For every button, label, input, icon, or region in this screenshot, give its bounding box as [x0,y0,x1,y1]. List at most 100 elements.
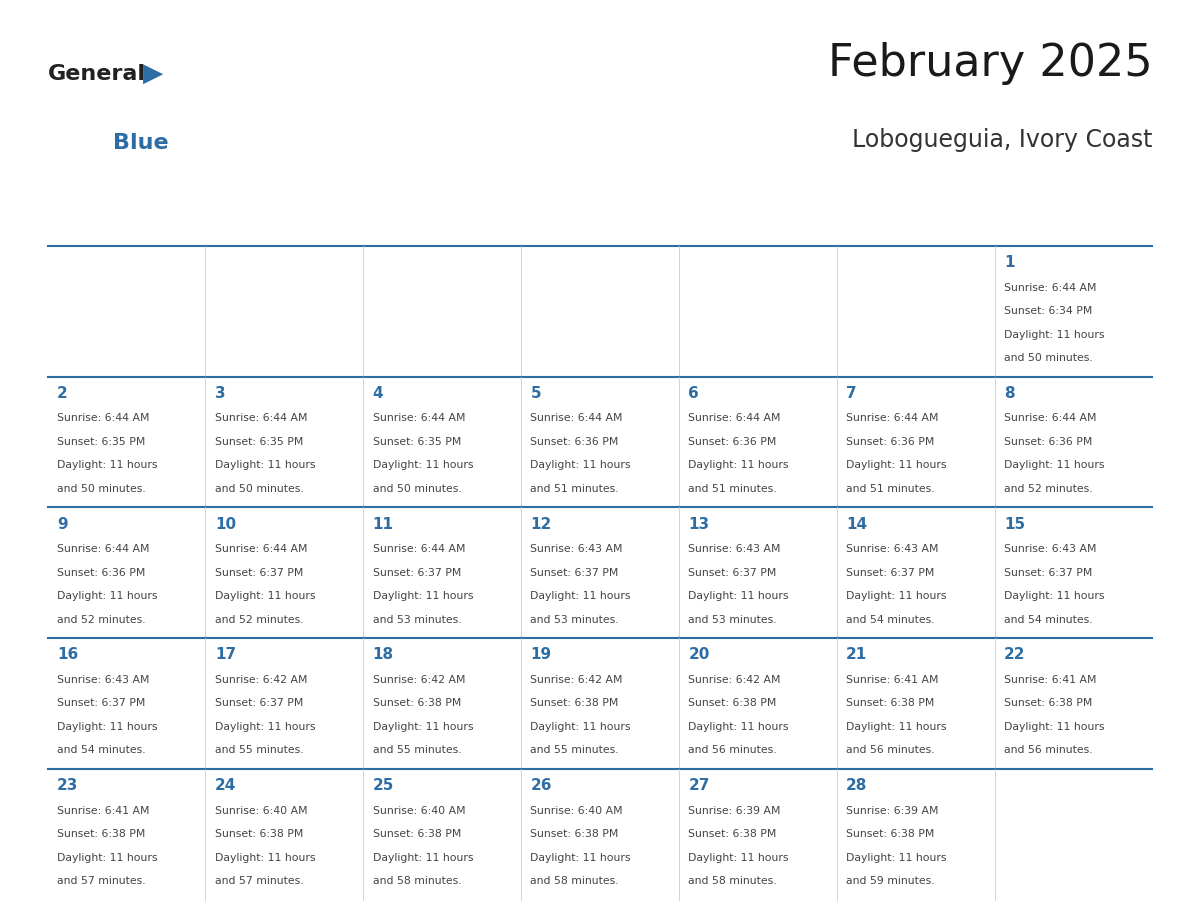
Text: Daylight: 11 hours: Daylight: 11 hours [531,853,631,863]
Text: Sunrise: 6:43 AM: Sunrise: 6:43 AM [1004,544,1097,554]
Text: and 52 minutes.: and 52 minutes. [57,615,146,624]
Text: Thursday: Thursday [690,212,758,227]
Text: Sunset: 6:35 PM: Sunset: 6:35 PM [373,437,461,447]
Text: Sunrise: 6:41 AM: Sunrise: 6:41 AM [1004,675,1097,685]
Text: 26: 26 [531,778,552,793]
Text: Daylight: 11 hours: Daylight: 11 hours [57,722,158,732]
Text: Lobogueguia, Ivory Coast: Lobogueguia, Ivory Coast [852,128,1152,151]
Text: 8: 8 [1004,386,1015,401]
Text: Sunrise: 6:43 AM: Sunrise: 6:43 AM [531,544,623,554]
Text: and 52 minutes.: and 52 minutes. [215,615,303,624]
Text: Sunset: 6:35 PM: Sunset: 6:35 PM [57,437,145,447]
Text: Daylight: 11 hours: Daylight: 11 hours [373,461,473,470]
Text: Sunrise: 6:39 AM: Sunrise: 6:39 AM [688,805,781,815]
Text: Daylight: 11 hours: Daylight: 11 hours [688,591,789,601]
Text: Sunset: 6:38 PM: Sunset: 6:38 PM [846,699,935,709]
Text: and 53 minutes.: and 53 minutes. [688,615,777,624]
Text: Sunrise: 6:40 AM: Sunrise: 6:40 AM [531,805,624,815]
Text: 18: 18 [373,647,393,663]
Text: 22: 22 [1004,647,1025,663]
Text: Sunset: 6:38 PM: Sunset: 6:38 PM [531,699,619,709]
Text: Friday: Friday [848,212,892,227]
Text: Sunset: 6:38 PM: Sunset: 6:38 PM [846,829,935,839]
Text: Daylight: 11 hours: Daylight: 11 hours [688,722,789,732]
Text: Daylight: 11 hours: Daylight: 11 hours [373,853,473,863]
Text: Sunset: 6:37 PM: Sunset: 6:37 PM [215,699,303,709]
Text: Daylight: 11 hours: Daylight: 11 hours [215,722,315,732]
Text: February 2025: February 2025 [828,42,1152,85]
Text: Sunrise: 6:44 AM: Sunrise: 6:44 AM [688,413,781,423]
Text: Sunrise: 6:43 AM: Sunrise: 6:43 AM [846,544,939,554]
Text: Sunrise: 6:41 AM: Sunrise: 6:41 AM [57,805,150,815]
Text: Sunset: 6:38 PM: Sunset: 6:38 PM [215,829,303,839]
Text: Daylight: 11 hours: Daylight: 11 hours [373,591,473,601]
Text: 10: 10 [215,517,236,532]
Text: and 52 minutes.: and 52 minutes. [1004,484,1093,494]
Text: Sunset: 6:38 PM: Sunset: 6:38 PM [57,829,145,839]
Text: General: General [48,64,145,84]
Text: and 54 minutes.: and 54 minutes. [1004,615,1093,624]
Text: 24: 24 [215,778,236,793]
Text: 5: 5 [531,386,541,401]
Text: and 53 minutes.: and 53 minutes. [373,615,461,624]
Text: and 56 minutes.: and 56 minutes. [846,745,935,756]
Text: and 53 minutes.: and 53 minutes. [531,615,619,624]
Text: Daylight: 11 hours: Daylight: 11 hours [57,853,158,863]
Text: 25: 25 [373,778,394,793]
Text: Sunset: 6:37 PM: Sunset: 6:37 PM [688,567,777,577]
Text: Daylight: 11 hours: Daylight: 11 hours [57,591,158,601]
Text: Blue: Blue [113,133,169,153]
Text: 20: 20 [688,647,709,663]
Text: Daylight: 11 hours: Daylight: 11 hours [215,853,315,863]
Text: Sunrise: 6:42 AM: Sunrise: 6:42 AM [688,675,781,685]
Text: Tuesday: Tuesday [374,212,434,227]
Text: Daylight: 11 hours: Daylight: 11 hours [531,591,631,601]
Text: Sunrise: 6:44 AM: Sunrise: 6:44 AM [373,413,466,423]
Text: Daylight: 11 hours: Daylight: 11 hours [215,461,315,470]
Text: Sunrise: 6:44 AM: Sunrise: 6:44 AM [1004,413,1097,423]
Text: Sunrise: 6:42 AM: Sunrise: 6:42 AM [373,675,466,685]
Text: 23: 23 [57,778,78,793]
Text: and 59 minutes.: and 59 minutes. [846,876,935,886]
Text: Sunset: 6:36 PM: Sunset: 6:36 PM [688,437,777,447]
Text: Sunrise: 6:43 AM: Sunrise: 6:43 AM [57,675,150,685]
Text: Daylight: 11 hours: Daylight: 11 hours [846,853,947,863]
Text: Sunset: 6:36 PM: Sunset: 6:36 PM [1004,437,1093,447]
Text: Sunrise: 6:40 AM: Sunrise: 6:40 AM [215,805,308,815]
Text: Sunset: 6:36 PM: Sunset: 6:36 PM [531,437,619,447]
Text: and 56 minutes.: and 56 minutes. [688,745,777,756]
Text: ▶: ▶ [143,61,163,87]
Text: Sunset: 6:38 PM: Sunset: 6:38 PM [373,699,461,709]
Text: 27: 27 [688,778,709,793]
Text: 15: 15 [1004,517,1025,532]
Text: Daylight: 11 hours: Daylight: 11 hours [846,722,947,732]
Text: and 54 minutes.: and 54 minutes. [57,745,146,756]
Text: 17: 17 [215,647,236,663]
Text: Sunrise: 6:44 AM: Sunrise: 6:44 AM [57,544,150,554]
Text: Daylight: 11 hours: Daylight: 11 hours [215,591,315,601]
Text: 16: 16 [57,647,78,663]
Text: Sunset: 6:38 PM: Sunset: 6:38 PM [688,829,777,839]
Text: Sunset: 6:38 PM: Sunset: 6:38 PM [531,829,619,839]
Text: Sunset: 6:37 PM: Sunset: 6:37 PM [373,567,461,577]
Text: 9: 9 [57,517,68,532]
Text: and 57 minutes.: and 57 minutes. [57,876,146,886]
Text: Daylight: 11 hours: Daylight: 11 hours [531,722,631,732]
Text: Sunset: 6:37 PM: Sunset: 6:37 PM [57,699,145,709]
Text: 3: 3 [215,386,226,401]
Text: and 58 minutes.: and 58 minutes. [373,876,461,886]
Text: Wednesday: Wednesday [532,212,617,227]
Text: Sunset: 6:38 PM: Sunset: 6:38 PM [1004,699,1093,709]
Text: Daylight: 11 hours: Daylight: 11 hours [1004,591,1105,601]
Text: Sunrise: 6:41 AM: Sunrise: 6:41 AM [846,675,939,685]
Text: Sunset: 6:36 PM: Sunset: 6:36 PM [57,567,145,577]
Text: Sunrise: 6:44 AM: Sunrise: 6:44 AM [215,413,308,423]
Text: 7: 7 [846,386,857,401]
Text: Sunrise: 6:42 AM: Sunrise: 6:42 AM [531,675,623,685]
Text: and 58 minutes.: and 58 minutes. [688,876,777,886]
Text: and 56 minutes.: and 56 minutes. [1004,745,1093,756]
Text: Sunrise: 6:44 AM: Sunrise: 6:44 AM [846,413,939,423]
Text: and 54 minutes.: and 54 minutes. [846,615,935,624]
Text: 28: 28 [846,778,867,793]
Text: Sunrise: 6:44 AM: Sunrise: 6:44 AM [57,413,150,423]
